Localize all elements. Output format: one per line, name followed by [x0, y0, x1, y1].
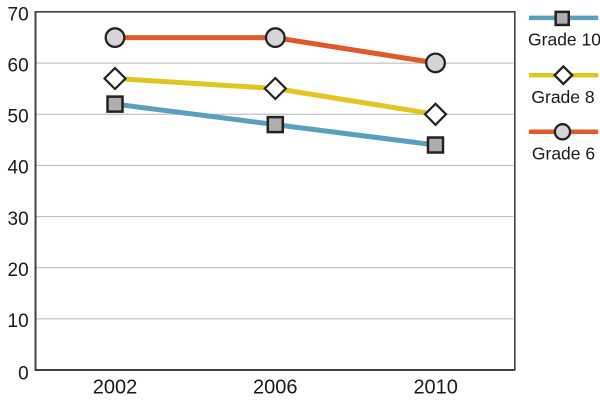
- svg-text:70: 70: [8, 4, 29, 25]
- svg-text:Grade 10: Grade 10: [528, 29, 600, 49]
- svg-text:2010: 2010: [413, 377, 458, 399]
- svg-text:10: 10: [8, 311, 29, 332]
- svg-text:2006: 2006: [253, 377, 298, 399]
- svg-text:0: 0: [18, 364, 29, 385]
- svg-text:50: 50: [8, 107, 29, 128]
- svg-text:Grade 6: Grade 6: [532, 143, 595, 163]
- svg-text:Grade 8: Grade 8: [531, 87, 594, 107]
- svg-text:20: 20: [8, 260, 29, 281]
- svg-text:60: 60: [8, 55, 29, 76]
- svg-text:30: 30: [8, 209, 29, 230]
- svg-text:40: 40: [8, 158, 29, 179]
- svg-text:2002: 2002: [93, 377, 138, 399]
